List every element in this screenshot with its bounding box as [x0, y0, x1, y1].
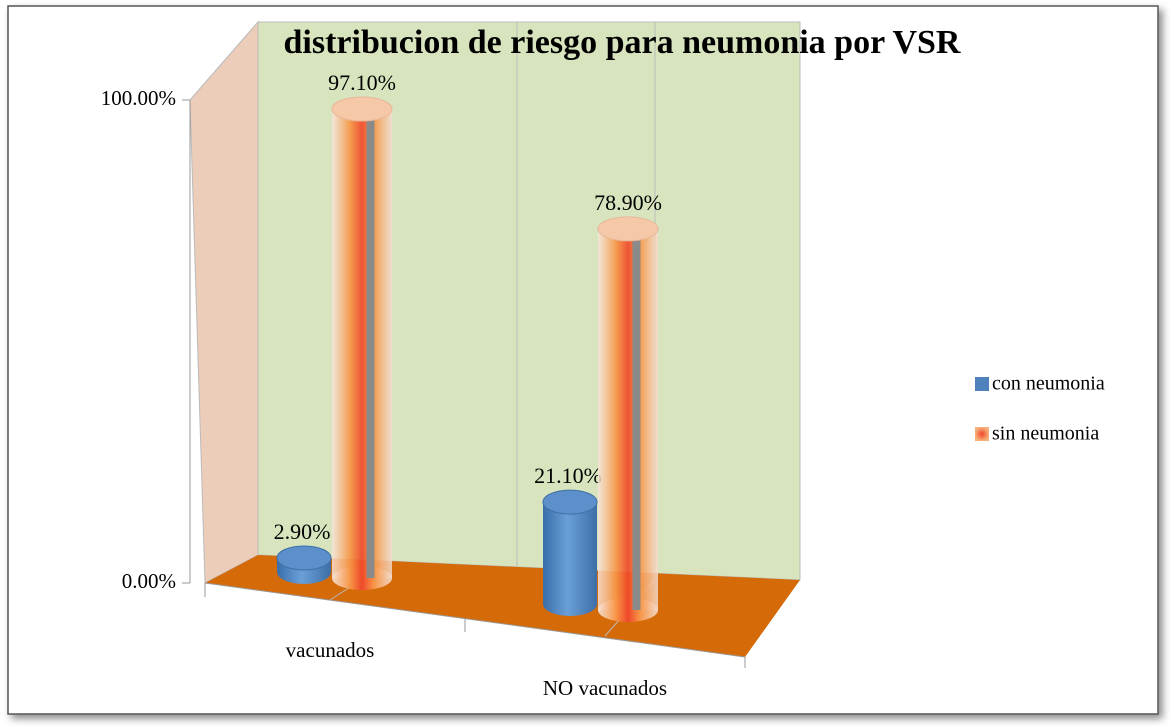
y-tick-label: 100.00% — [101, 86, 176, 110]
bar-inner — [632, 232, 641, 610]
bar-top — [542, 489, 598, 515]
bar-body — [598, 228, 658, 610]
bar-inner — [366, 113, 375, 578]
x-tick-label: vacunados — [286, 638, 375, 662]
bar-top — [331, 96, 393, 122]
bar-top — [597, 216, 659, 242]
bar — [331, 96, 393, 590]
bar-top — [276, 545, 332, 571]
bar — [542, 489, 598, 616]
value-label: 21.10% — [534, 463, 602, 488]
bar — [597, 216, 659, 622]
x-axis — [204, 582, 746, 658]
y-tick-label: 0.00% — [122, 569, 176, 593]
x-tick-label: NO vacunados — [543, 676, 667, 700]
bar — [276, 545, 332, 584]
bar-body — [332, 109, 392, 578]
legend-swatch — [975, 427, 989, 441]
legend-label: con neumonia — [992, 373, 1105, 395]
legend-label: sin neumonia — [992, 423, 1099, 445]
bar-body — [543, 502, 597, 604]
value-label: 2.90% — [274, 519, 331, 544]
chart-title: distribucion de riesgo para neumonia por… — [284, 24, 961, 61]
value-label: 78.90% — [594, 190, 662, 215]
legend-swatch — [975, 377, 989, 391]
value-label: 97.10% — [328, 70, 396, 95]
